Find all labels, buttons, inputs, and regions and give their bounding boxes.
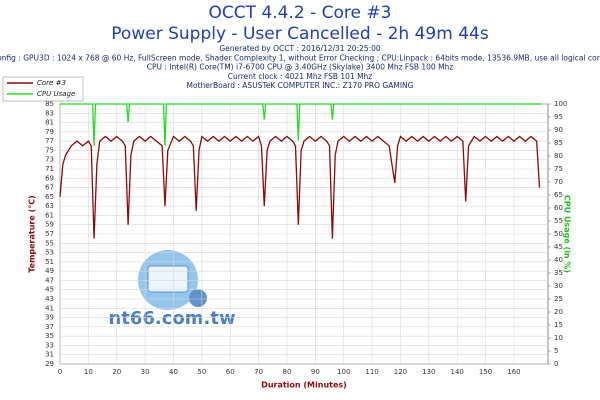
info-line: Config : GPU3D : 1024 x 768 @ 60 Hz, Ful… xyxy=(0,53,600,62)
y-tick-label: 43 xyxy=(45,295,54,303)
info-line: Current clock : 4021 Mhz FSB 101 Mhz xyxy=(228,72,373,81)
watermark-logo xyxy=(138,250,207,310)
y-tick-label: 59 xyxy=(45,221,54,229)
y2-tick-label: 45 xyxy=(554,243,563,251)
y2-tick-label: 55 xyxy=(554,217,563,225)
y-tick-label: 51 xyxy=(45,258,54,266)
chart-subtitle: Power Supply - User Cancelled - 2h 49m 4… xyxy=(111,24,489,44)
y-tick-label: 57 xyxy=(45,230,54,238)
y-tick-label: 61 xyxy=(45,211,54,219)
x-tick-label: 130 xyxy=(422,368,435,376)
x-tick-label: 80 xyxy=(283,368,292,376)
x-tick-label: 50 xyxy=(197,368,206,376)
y2-tick-label: 15 xyxy=(554,321,563,329)
x-tick-label: 20 xyxy=(112,368,121,376)
legend-label: CPU Usage xyxy=(37,90,75,98)
y-tick-label: 85 xyxy=(45,100,54,108)
y2-tick-label: 0 xyxy=(554,360,558,368)
info-line: Generated by OCCT : 2016/12/31 20:25:00 xyxy=(219,44,381,53)
y2-axis-label: CPU Usage (in %) xyxy=(563,195,572,273)
y2-tick-label: 75 xyxy=(554,165,563,173)
y-tick-label: 33 xyxy=(45,341,54,349)
y2-tick-label: 20 xyxy=(554,308,563,316)
y-tick-label: 35 xyxy=(45,332,54,340)
y-tick-label: 29 xyxy=(45,360,54,368)
y2-tick-label: 85 xyxy=(554,139,563,147)
grid xyxy=(59,103,548,365)
y-tick-label: 65 xyxy=(45,193,54,201)
y2-tick-label: 25 xyxy=(554,295,563,303)
x-tick-label: 30 xyxy=(141,368,150,376)
y-tick-label: 45 xyxy=(45,286,54,294)
y2-tick-label: 10 xyxy=(554,334,563,342)
y-tick-label: 81 xyxy=(45,119,54,127)
y-tick-label: 39 xyxy=(45,314,54,322)
y2-tick-label: 65 xyxy=(554,191,563,199)
x-tick-label: 110 xyxy=(365,368,378,376)
y-tick-label: 67 xyxy=(45,184,54,192)
y-tick-label: 63 xyxy=(45,202,54,210)
y2-tick-label: 80 xyxy=(554,152,563,160)
y-tick-label: 73 xyxy=(45,156,54,164)
watermark: nt66.com.tw xyxy=(108,308,235,329)
x-tick-label: 0 xyxy=(58,368,62,376)
x-tick-label: 40 xyxy=(169,368,178,376)
y2-tick-label: 100 xyxy=(554,100,567,108)
y-tick-label: 79 xyxy=(45,128,54,136)
y-tick-label: 31 xyxy=(45,351,54,359)
info-line: MotherBoard : ASUSTeK COMPUTER INC.: Z17… xyxy=(187,81,414,90)
y-tick-label: 41 xyxy=(45,304,54,312)
y-tick-label: 71 xyxy=(45,165,54,173)
series-line xyxy=(59,135,541,239)
legend-box xyxy=(2,76,84,102)
y-tick-label: 75 xyxy=(45,146,54,154)
y2-tick-label: 70 xyxy=(554,178,563,186)
y2-tick-label: 50 xyxy=(554,230,563,238)
x-tick-label: 90 xyxy=(311,368,320,376)
y2-tick-label: 5 xyxy=(554,347,558,355)
chart-title: OCCT 4.4.2 - Core #3 xyxy=(209,3,392,23)
x-tick-label: 60 xyxy=(226,368,235,376)
info-line: CPU : Intel(R) Core(TM) i7-6700 CPU @ 3.… xyxy=(147,63,454,72)
y-tick-label: 69 xyxy=(45,174,54,182)
x-axis-label: Duration (Minutes) xyxy=(261,381,347,390)
y-tick-label: 37 xyxy=(45,323,54,331)
legend: Core #3 CPU Usage xyxy=(2,76,84,102)
y-tick-label: 49 xyxy=(45,267,54,275)
x-tick-label: 140 xyxy=(451,368,464,376)
x-tick-label: 100 xyxy=(337,368,350,376)
y-tick-label: 47 xyxy=(45,276,54,284)
x-tick-label: 70 xyxy=(254,368,263,376)
legend-label: Core #3 xyxy=(37,79,66,87)
y-tick-label: 53 xyxy=(45,249,54,257)
logo-dot xyxy=(189,289,207,307)
y2-tick-label: 30 xyxy=(554,282,563,290)
series-line xyxy=(60,103,542,146)
x-tick-label: 160 xyxy=(507,368,520,376)
y2-tick-label: 95 xyxy=(554,113,563,121)
logo-screen xyxy=(147,265,189,293)
y-tick-label: 77 xyxy=(45,137,54,145)
y-axis-label: Temperature (°C) xyxy=(28,195,37,273)
x-tick-label: 10 xyxy=(84,368,93,376)
x-tick-label: 150 xyxy=(479,368,492,376)
y-tick-label: 55 xyxy=(45,239,54,247)
x-tick-label: 120 xyxy=(394,368,407,376)
y2-tick-label: 90 xyxy=(554,126,563,134)
y-tick-label: 83 xyxy=(45,109,54,117)
y2-tick-label: 35 xyxy=(554,269,563,277)
y2-tick-label: 40 xyxy=(554,256,563,264)
y2-tick-label: 60 xyxy=(554,204,563,212)
